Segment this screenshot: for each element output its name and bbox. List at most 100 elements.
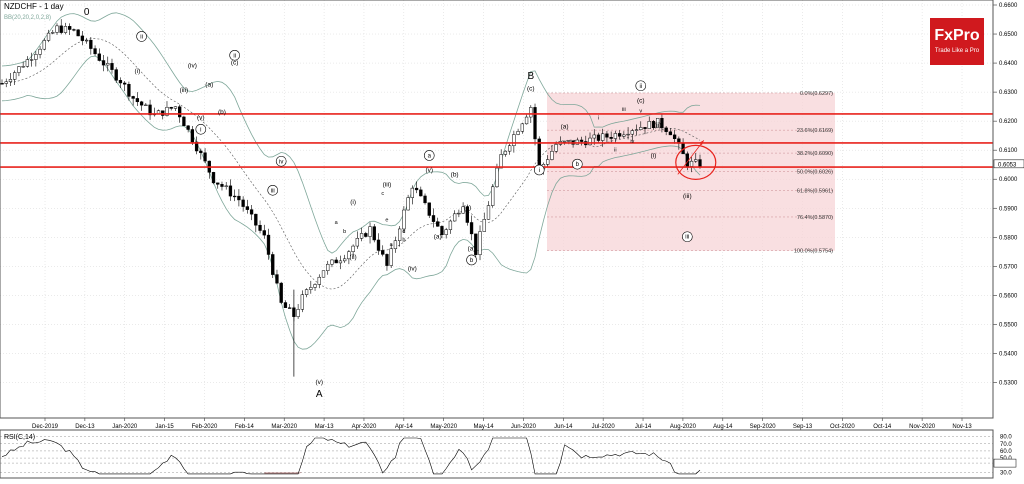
- wave-label: (iii): [180, 87, 189, 94]
- candle-body: [271, 254, 275, 275]
- wave-label-minor: a: [390, 242, 394, 248]
- candle-body: [17, 66, 21, 73]
- candle-body: [499, 154, 503, 169]
- candle-body: [237, 195, 241, 201]
- wave-label: (iii): [683, 193, 692, 200]
- candle-body: [486, 205, 491, 220]
- wave-label: (iii): [383, 181, 392, 188]
- candle-body: [359, 233, 364, 239]
- candle-body: [533, 107, 537, 140]
- bollinger-lower: [1, 55, 701, 350]
- candle-body: [465, 206, 469, 223]
- candle-body: [228, 185, 233, 197]
- candle-body: [296, 309, 300, 317]
- candle-body: [131, 96, 135, 99]
- candle-body: [410, 187, 414, 198]
- candle-body: [89, 39, 93, 49]
- candle-body: [139, 101, 144, 106]
- candle-body: [656, 118, 660, 129]
- candle-body: [34, 54, 38, 60]
- candle-body: [258, 224, 262, 231]
- candle-body: [372, 226, 376, 241]
- time-tick-label: Oct-14: [873, 424, 892, 430]
- fib-level-label: 0.0%(0.6297): [800, 91, 833, 97]
- time-tick-label: Aug-2020: [670, 424, 697, 430]
- candle-body: [689, 160, 694, 167]
- rsi-pane-border: [0, 429, 994, 479]
- wave-label-circle: [275, 155, 287, 167]
- price-tick-label: 0.6600: [999, 3, 1018, 9]
- fib-level-label: 38.2%(0.6090): [797, 151, 833, 157]
- time-tick-label: Dec-13: [75, 424, 95, 430]
- wave-label: b: [470, 258, 474, 264]
- candle-body: [262, 230, 266, 236]
- candle-body: [93, 48, 97, 55]
- candle-body: [144, 104, 148, 106]
- candle-body: [626, 133, 630, 136]
- chart-title: NZDCHF - 1 day: [4, 2, 64, 11]
- candle-body: [529, 107, 533, 118]
- candle-body: [520, 123, 524, 132]
- wave-label: (a): [434, 234, 442, 241]
- candle-body: [169, 106, 173, 109]
- price-tick-label: 0.6500: [999, 32, 1018, 38]
- candle-body: [355, 238, 359, 247]
- logo-tagline: Trade Like a Pro: [935, 48, 980, 54]
- price-tick-label: 0.5900: [999, 206, 1018, 212]
- candle-body: [664, 127, 668, 132]
- candle-body: [288, 307, 292, 309]
- rsi-current-box: [993, 458, 1017, 468]
- wave-label-minor: e: [385, 217, 388, 223]
- wave-label-circle: [229, 49, 240, 61]
- candle-body: [220, 184, 224, 187]
- candle-body: [51, 32, 55, 34]
- candle-body: [444, 229, 448, 235]
- candle-body: [347, 251, 351, 260]
- candle-body: [245, 206, 250, 210]
- wave-label-minor: b: [343, 229, 346, 235]
- candle-body: [406, 197, 410, 211]
- time-tick-label: Jan-2020: [112, 424, 138, 430]
- candle-body: [46, 32, 51, 41]
- time-tick-label: Sep-2020: [750, 424, 777, 430]
- fib-level-label: 100.0%(0.5754): [794, 249, 833, 255]
- candle-body: [601, 133, 605, 141]
- wave-label-circle: [635, 80, 647, 92]
- candle-body: [84, 39, 89, 42]
- candle-body: [550, 151, 554, 160]
- candle-body: [338, 260, 343, 264]
- wave-label: (i): [651, 152, 657, 159]
- rsi-tick-label: 30.0: [1000, 470, 1012, 476]
- candle-body: [385, 254, 389, 266]
- candle-body: [211, 172, 216, 184]
- candle-body: [554, 144, 558, 152]
- wave-label-major: A: [316, 389, 323, 400]
- time-tick-label: Jan-15: [155, 424, 174, 430]
- candle-body: [448, 220, 453, 230]
- candle-body: [300, 294, 305, 310]
- candle-body: [0, 83, 4, 85]
- wave-label-circle: [136, 31, 147, 42]
- candle-body: [524, 116, 529, 125]
- candle-body: [647, 121, 651, 129]
- wave-label: i: [200, 127, 201, 133]
- candle-body: [330, 259, 334, 265]
- candle-body: [389, 248, 393, 266]
- candle-body: [381, 250, 385, 255]
- time-tick-label: Jun-14: [554, 424, 573, 430]
- time-tick-label: Feb-14: [235, 424, 255, 430]
- wave-label: (b): [218, 109, 226, 116]
- candle-body: [224, 185, 228, 187]
- wave-label-minor: i: [598, 116, 599, 122]
- candle-body: [660, 118, 664, 129]
- rsi-tick-label: 70.0: [1000, 442, 1012, 448]
- candle-body: [592, 134, 596, 139]
- main-pane-border: [0, 0, 994, 419]
- wave-label: (v): [315, 379, 323, 386]
- candle-body: [516, 131, 520, 135]
- wave-label: (c): [637, 97, 645, 104]
- wave-label-minor: v: [639, 108, 642, 114]
- time-tick-label: May-14: [474, 424, 495, 430]
- time-tick-label: Sep-13: [793, 424, 813, 430]
